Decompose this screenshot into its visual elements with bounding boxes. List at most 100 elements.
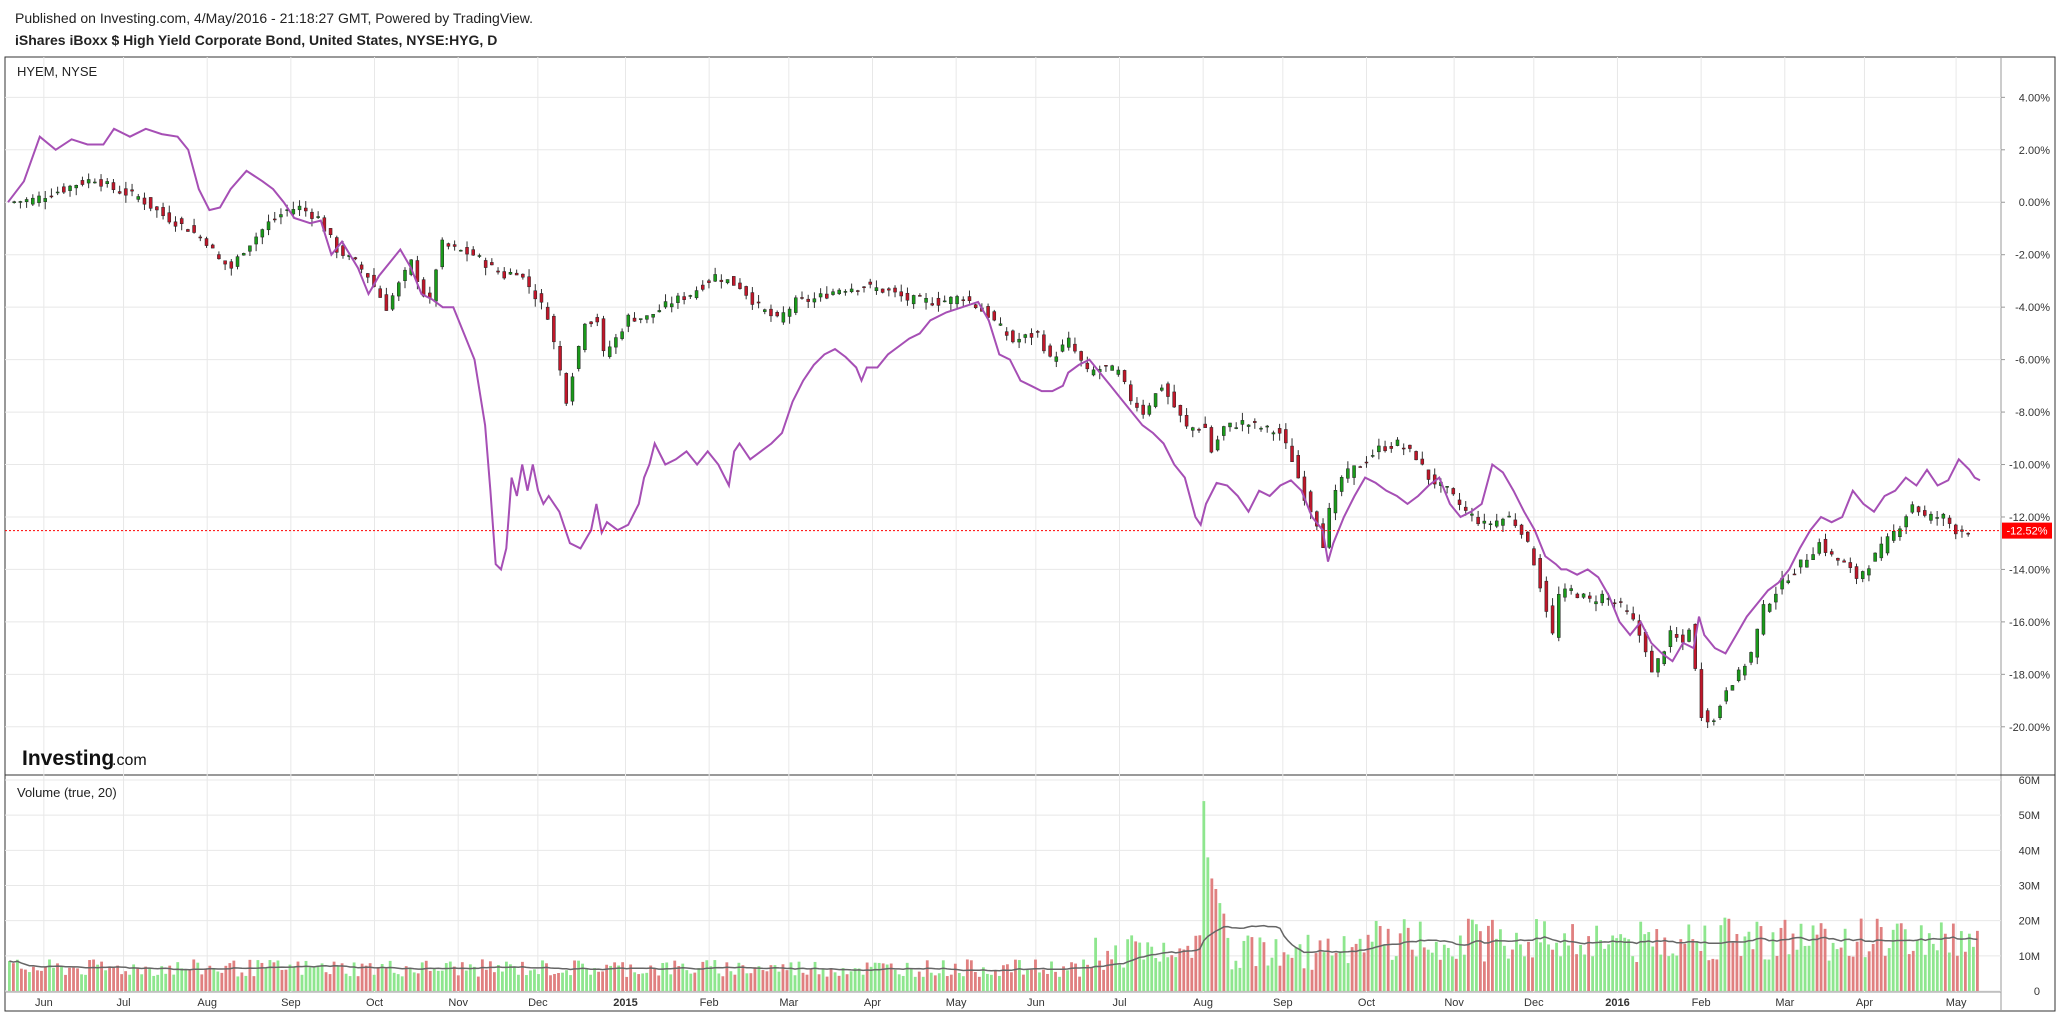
- y-tick-label: -10.00%: [2009, 460, 2050, 472]
- time-axis[interactable]: Jun Jul Aug Sep Oct Nov Dec 2015 Feb Mar Apr May Jun…: [35, 997, 1967, 1009]
- volume-bar: [428, 970, 432, 991]
- volume-bar: [1394, 956, 1398, 991]
- published-note: Published on Investing.com, 4/May/2016 -…: [15, 10, 534, 26]
- candle-body: [1811, 554, 1815, 560]
- volume-bar: [388, 960, 392, 991]
- candle-body: [366, 273, 370, 278]
- volume-bar: [1086, 964, 1089, 991]
- x-tick-label: Apr: [1856, 997, 1873, 1009]
- volume-bar: [557, 973, 560, 991]
- candle-body: [328, 228, 333, 235]
- volume-bar: [905, 962, 909, 991]
- volume-bar: [1967, 933, 1971, 991]
- candle-body: [1476, 516, 1480, 525]
- volume-bar: [609, 965, 613, 991]
- volume-bar: [80, 974, 83, 991]
- candle-body: [198, 236, 203, 239]
- y-tick-label: -2.00%: [2015, 250, 2050, 262]
- candle-body: [645, 315, 649, 320]
- candle-body: [899, 291, 903, 297]
- volume-bar: [809, 968, 813, 991]
- volume-bar: [1919, 925, 1923, 991]
- volume-bar: [60, 966, 63, 991]
- candle-body: [1910, 504, 1915, 513]
- volume-bar: [1551, 949, 1554, 991]
- volume-bar: [1366, 934, 1370, 991]
- volume-bar: [1470, 919, 1474, 991]
- volume-bar: [348, 976, 352, 991]
- volume-bar: [1971, 946, 1975, 991]
- volume-bar: [1763, 959, 1767, 991]
- candle-body: [1947, 517, 1952, 524]
- volume-bar: [517, 974, 520, 991]
- volume-bar: [24, 969, 27, 991]
- volume-bar: [1939, 922, 1943, 991]
- candle-body: [502, 271, 506, 279]
- volume-bar: [468, 964, 472, 991]
- volume-bar: [1258, 937, 1262, 991]
- candle-body: [1594, 601, 1598, 605]
- volume-bar: [372, 974, 376, 991]
- volume-bar: [1659, 954, 1663, 991]
- vol-tick-label: 10M: [2019, 951, 2040, 963]
- candle-body: [1197, 428, 1201, 431]
- candle-body: [1637, 620, 1642, 636]
- candle-body: [74, 185, 78, 189]
- volume-bar: [777, 971, 781, 991]
- candle-body: [794, 297, 798, 313]
- x-tick-label: Nov: [448, 997, 468, 1009]
- candle-body: [632, 317, 637, 322]
- volume-bar: [929, 972, 933, 991]
- x-tick-label: 2016: [1605, 997, 1629, 1009]
- candle-body: [825, 293, 829, 299]
- volume-bar: [1482, 961, 1486, 991]
- candle-body: [1674, 634, 1679, 638]
- volume-bar: [100, 961, 103, 991]
- volume-bar: [1294, 947, 1298, 991]
- candle-body: [1284, 429, 1288, 444]
- candle-body: [874, 287, 879, 291]
- volume-bar: [1823, 928, 1827, 991]
- candle-body: [55, 191, 60, 194]
- volume-bar: [969, 960, 973, 991]
- volume-bar: [525, 975, 528, 991]
- volume-bar: [1819, 923, 1823, 991]
- candle-body: [1060, 344, 1065, 352]
- candle-body: [1749, 652, 1753, 663]
- volume-axis[interactable]: 60M 50M 40M 30M 20M 10M 0: [2019, 775, 2040, 998]
- y-tick-label: -6.00%: [2015, 355, 2050, 367]
- volume-bar: [761, 970, 765, 991]
- volume-bar: [725, 962, 729, 991]
- volume-bar: [1599, 940, 1603, 991]
- volume-bar: [1162, 942, 1166, 991]
- candle-body: [1557, 594, 1561, 638]
- candle-body: [1246, 424, 1251, 427]
- candle-body: [911, 295, 916, 305]
- candle-body: [564, 373, 569, 404]
- vol-tick-label: 50M: [2019, 810, 2040, 822]
- volume-bar: [1795, 949, 1799, 991]
- price-axis[interactable]: 4.00% 2.00% 0.00% -2.00% -4.00% -6.00% -8.00% -…: [2001, 92, 2050, 734]
- volume-bar: [581, 963, 584, 991]
- volume-bar: [204, 968, 208, 991]
- candle-body: [694, 290, 699, 299]
- volume-bar: [1523, 956, 1526, 991]
- y-tick-label: -8.00%: [2015, 407, 2050, 419]
- hyem-compare-line: [7, 127, 1981, 663]
- volume-bar: [733, 974, 737, 991]
- candle-body: [1929, 513, 1933, 521]
- candle-body: [18, 201, 23, 203]
- volume-bar: [561, 972, 564, 991]
- candle-body: [732, 276, 736, 286]
- volume-bar: [1631, 956, 1635, 991]
- volume-bar: [601, 971, 605, 991]
- volume-bar: [565, 970, 568, 991]
- y-tick-label: 4.00%: [2019, 92, 2050, 104]
- volume-bar: [1374, 920, 1378, 991]
- candle-body: [1755, 628, 1760, 658]
- candle-body: [576, 345, 581, 369]
- volume-bar: [681, 963, 685, 991]
- volume-bar: [1827, 960, 1831, 991]
- candle-body: [1426, 469, 1431, 480]
